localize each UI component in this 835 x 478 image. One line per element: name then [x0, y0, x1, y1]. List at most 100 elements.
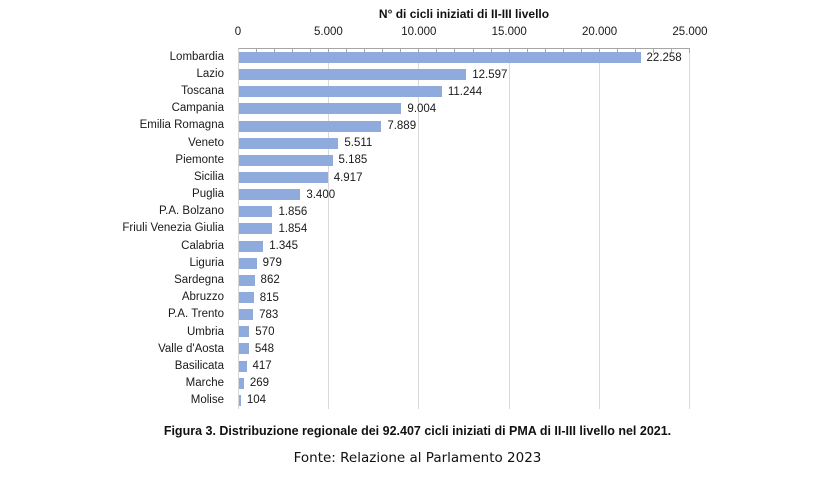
bar-value-label: 7.889 — [387, 120, 417, 133]
category-label: Molise — [190, 394, 224, 407]
x-axis-tick-label: 5.000 — [314, 26, 343, 38]
bar-row: 1.856 — [239, 203, 690, 220]
x-axis-tick-labels: 0 5.000 10.000 15.000 20.000 25.000 — [234, 26, 708, 40]
axis-tick — [328, 49, 330, 53]
x-axis-tick-label: 0 — [234, 26, 242, 38]
bar-molise — [239, 394, 241, 406]
bar-value-label: 5.185 — [338, 154, 368, 167]
bar-row: 570 — [239, 323, 690, 340]
bar-value-label: 3.400 — [306, 188, 336, 201]
bar-value-label: 269 — [249, 377, 270, 390]
axis-tick — [346, 49, 348, 53]
category-label: Toscana — [181, 84, 224, 97]
bar-row: 9.004 — [239, 100, 690, 117]
bar-sardegna — [239, 274, 255, 286]
category-label: Sardegna — [174, 274, 224, 287]
category-label: Lazio — [196, 67, 225, 80]
category-label: Sicilia — [193, 170, 224, 183]
bar-liguria — [239, 257, 257, 269]
bar-abruzzo — [239, 292, 254, 304]
bar-row: 11.244 — [239, 83, 690, 100]
category-label: Abruzzo — [181, 291, 224, 304]
axis-tick — [689, 49, 690, 53]
category-label: Lombardia — [169, 50, 224, 63]
bar-value-label: 104 — [246, 394, 267, 407]
bar-value-label: 548 — [254, 342, 275, 355]
bar-row: 417 — [239, 358, 690, 375]
bar-p-a-bolzano — [239, 206, 273, 218]
bar-value-label: 783 — [259, 308, 279, 321]
bar-value-label: 5.511 — [344, 137, 373, 150]
axis-tick — [364, 49, 366, 53]
bar-value-label: 22.258 — [646, 51, 682, 64]
axis-tick — [490, 49, 492, 53]
gridline — [328, 49, 330, 409]
figure-source: Fonte: Relazione al Parlamento 2023 — [293, 450, 542, 466]
axis-tick — [652, 49, 654, 53]
axis-tick — [526, 49, 528, 53]
axis-tick — [472, 49, 474, 53]
bar-value-label: 11.244 — [447, 85, 483, 98]
bar-veneto — [239, 137, 339, 149]
figure-caption: Figura 3. Distribuzione regionale dei 92… — [163, 424, 672, 438]
gridline — [508, 49, 510, 409]
bar-row: 7.889 — [239, 118, 690, 135]
bar-value-label: 570 — [255, 325, 275, 338]
x-axis-tick-label: 25.000 — [672, 26, 708, 38]
bar-row: 3.400 — [239, 186, 690, 203]
bar-row: 5.185 — [239, 152, 690, 169]
bar-row: 104 — [239, 392, 690, 409]
bar-campania — [239, 103, 402, 115]
category-label: Puglia — [192, 188, 224, 201]
x-axis-tick-label: 20.000 — [582, 26, 618, 38]
bar-value-label: 979 — [262, 257, 282, 270]
y-axis-category-labels: Lombardia Lazio Toscana Campania Emilia Roma… — [0, 48, 231, 409]
category-label: Friuli Venezia Giulia — [122, 222, 224, 235]
bar-row: 1.854 — [239, 220, 690, 237]
x-axis-tick-label: 15.000 — [491, 26, 527, 38]
bar-value-label: 417 — [252, 360, 272, 373]
x-axis-tick-label: 10.000 — [401, 26, 437, 38]
axis-tick — [292, 49, 294, 53]
bar-valle-d-aosta — [239, 343, 249, 355]
bar-value-label: 1.345 — [269, 240, 299, 253]
bar-row: 5.511 — [239, 135, 690, 152]
axis-tick — [418, 49, 420, 53]
axis-tick — [562, 49, 564, 53]
bar-row: 815 — [239, 289, 690, 306]
axis-tick — [580, 49, 582, 53]
bar-row: 548 — [239, 340, 690, 357]
bar-row: 979 — [239, 255, 690, 272]
axis-tick — [616, 49, 618, 53]
axis-tick — [436, 49, 438, 53]
axis-tick — [400, 49, 402, 53]
bar-lazio — [239, 69, 467, 81]
bar-row: 783 — [239, 306, 690, 323]
bar-calabria — [239, 240, 264, 252]
gridline — [598, 49, 600, 409]
axis-tick — [454, 49, 456, 53]
bar-value-label: 1.856 — [278, 205, 308, 218]
axis-tick — [256, 49, 258, 53]
category-label: Emilia Romagna — [139, 119, 224, 132]
axis-tick — [310, 49, 312, 53]
category-label: Basilicata — [174, 359, 224, 372]
bar-value-label: 12.597 — [472, 68, 508, 81]
plot-area: 22.258 12.597 11.244 9.004 7.889 5.511 5.185 4.… — [238, 48, 690, 409]
axis-tick — [634, 49, 636, 53]
category-label: Marche — [185, 377, 224, 390]
category-label: Campania — [171, 102, 224, 115]
bar-emilia-romagna — [239, 120, 382, 132]
axis-tick — [508, 49, 510, 53]
bar-puglia — [239, 189, 301, 201]
category-label: P.A. Bolzano — [158, 205, 224, 218]
chart-title: N° di cicli iniziati di II-III livello — [378, 7, 550, 21]
axis-tick — [274, 49, 276, 53]
axis-tick — [382, 49, 384, 53]
bar-row: 12.597 — [239, 66, 690, 83]
bar-marche — [239, 377, 244, 389]
bar-p-a-trento — [239, 309, 254, 321]
category-label: Valle d'Aosta — [158, 342, 224, 355]
bar-sicilia — [239, 172, 328, 184]
